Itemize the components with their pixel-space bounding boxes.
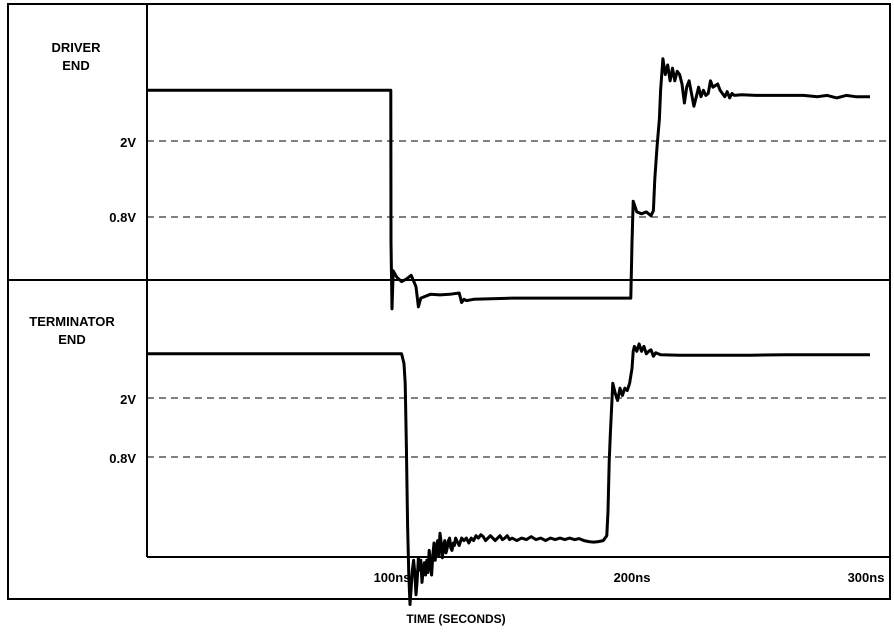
x-tick-label-100ns: 100ns	[374, 570, 411, 585]
driver-end-trace	[147, 57, 870, 311]
bottom-threshold-label-0-8v: 0.8V	[109, 451, 136, 466]
bottom-threshold-label-2v: 2V	[120, 392, 136, 407]
top-threshold-label-2v: 2V	[120, 135, 136, 150]
outer-frame	[7, 3, 891, 600]
bottom-panel-label-line1: TERMINATOR	[29, 314, 115, 329]
x-axis-title: TIME (SECONDS)	[406, 612, 505, 626]
top-panel-label-line1: DRIVER	[51, 40, 101, 55]
x-tick-label-200ns: 200ns	[614, 570, 651, 585]
bottom-panel-label-line2: END	[58, 332, 85, 347]
top-panel-label-line2: END	[62, 58, 89, 73]
terminator-end-trace	[147, 342, 870, 606]
x-tick-label-300ns: 300ns	[848, 570, 885, 585]
top-threshold-label-0-8v: 0.8V	[109, 210, 136, 225]
